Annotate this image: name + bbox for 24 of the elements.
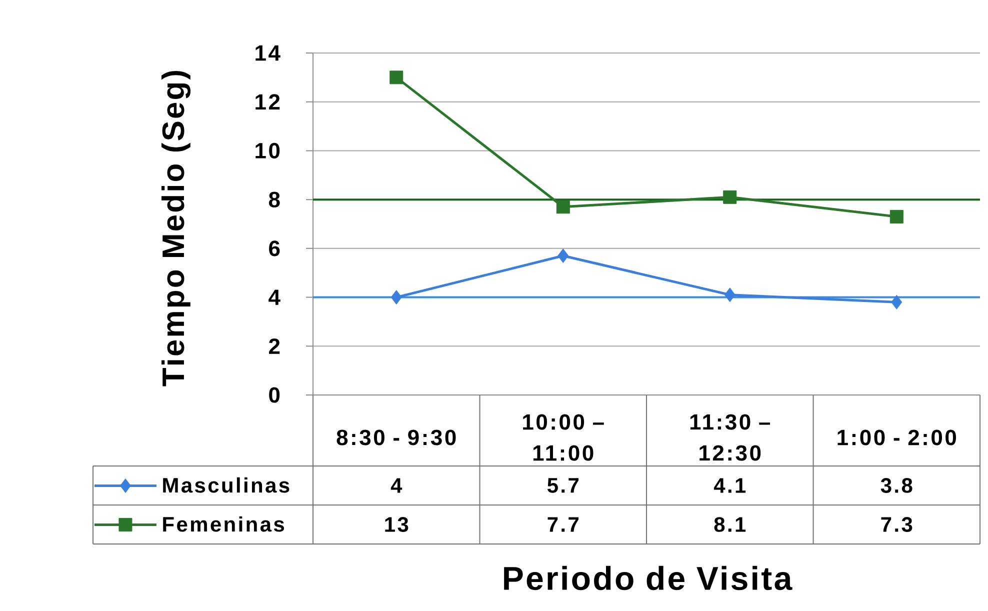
y-tick-label: 14: [256, 45, 280, 61]
data-label: 7.7: [548, 517, 578, 532]
data-label: 7.3: [881, 517, 912, 532]
y-tick-label: 4: [268, 290, 280, 305]
x-axis-title: Periodo de Visita: [504, 566, 792, 590]
x-tick-label: 8:30 - 9:30: [336, 430, 456, 446]
x-tick-label: 11:30 – 12:30: [690, 414, 770, 461]
legend-label: Masculinas: [163, 477, 290, 493]
data-label: 5.7: [547, 478, 578, 493]
data-label: 13: [385, 517, 408, 532]
data-label: 4.1: [714, 478, 746, 493]
y-axis-title: Tiempo Medio (Seg): [161, 70, 191, 386]
data-label: 8.1: [714, 517, 746, 532]
legend-label: Femeninas: [163, 516, 284, 532]
y-tick-label: 0: [269, 387, 280, 403]
x-tick-label: 10:00 – 11:00: [523, 414, 604, 461]
y-tick-label: 12: [256, 94, 280, 110]
y-tick-label: 6: [269, 240, 280, 256]
y-tick-label: 2: [269, 338, 280, 354]
data-label: 4: [390, 478, 402, 493]
y-tick-label: 8: [268, 192, 280, 208]
x-tick-label: 1:00 - 2:00: [838, 430, 956, 446]
y-tick-label: 10: [256, 142, 280, 159]
data-label: 3.8: [880, 478, 912, 493]
